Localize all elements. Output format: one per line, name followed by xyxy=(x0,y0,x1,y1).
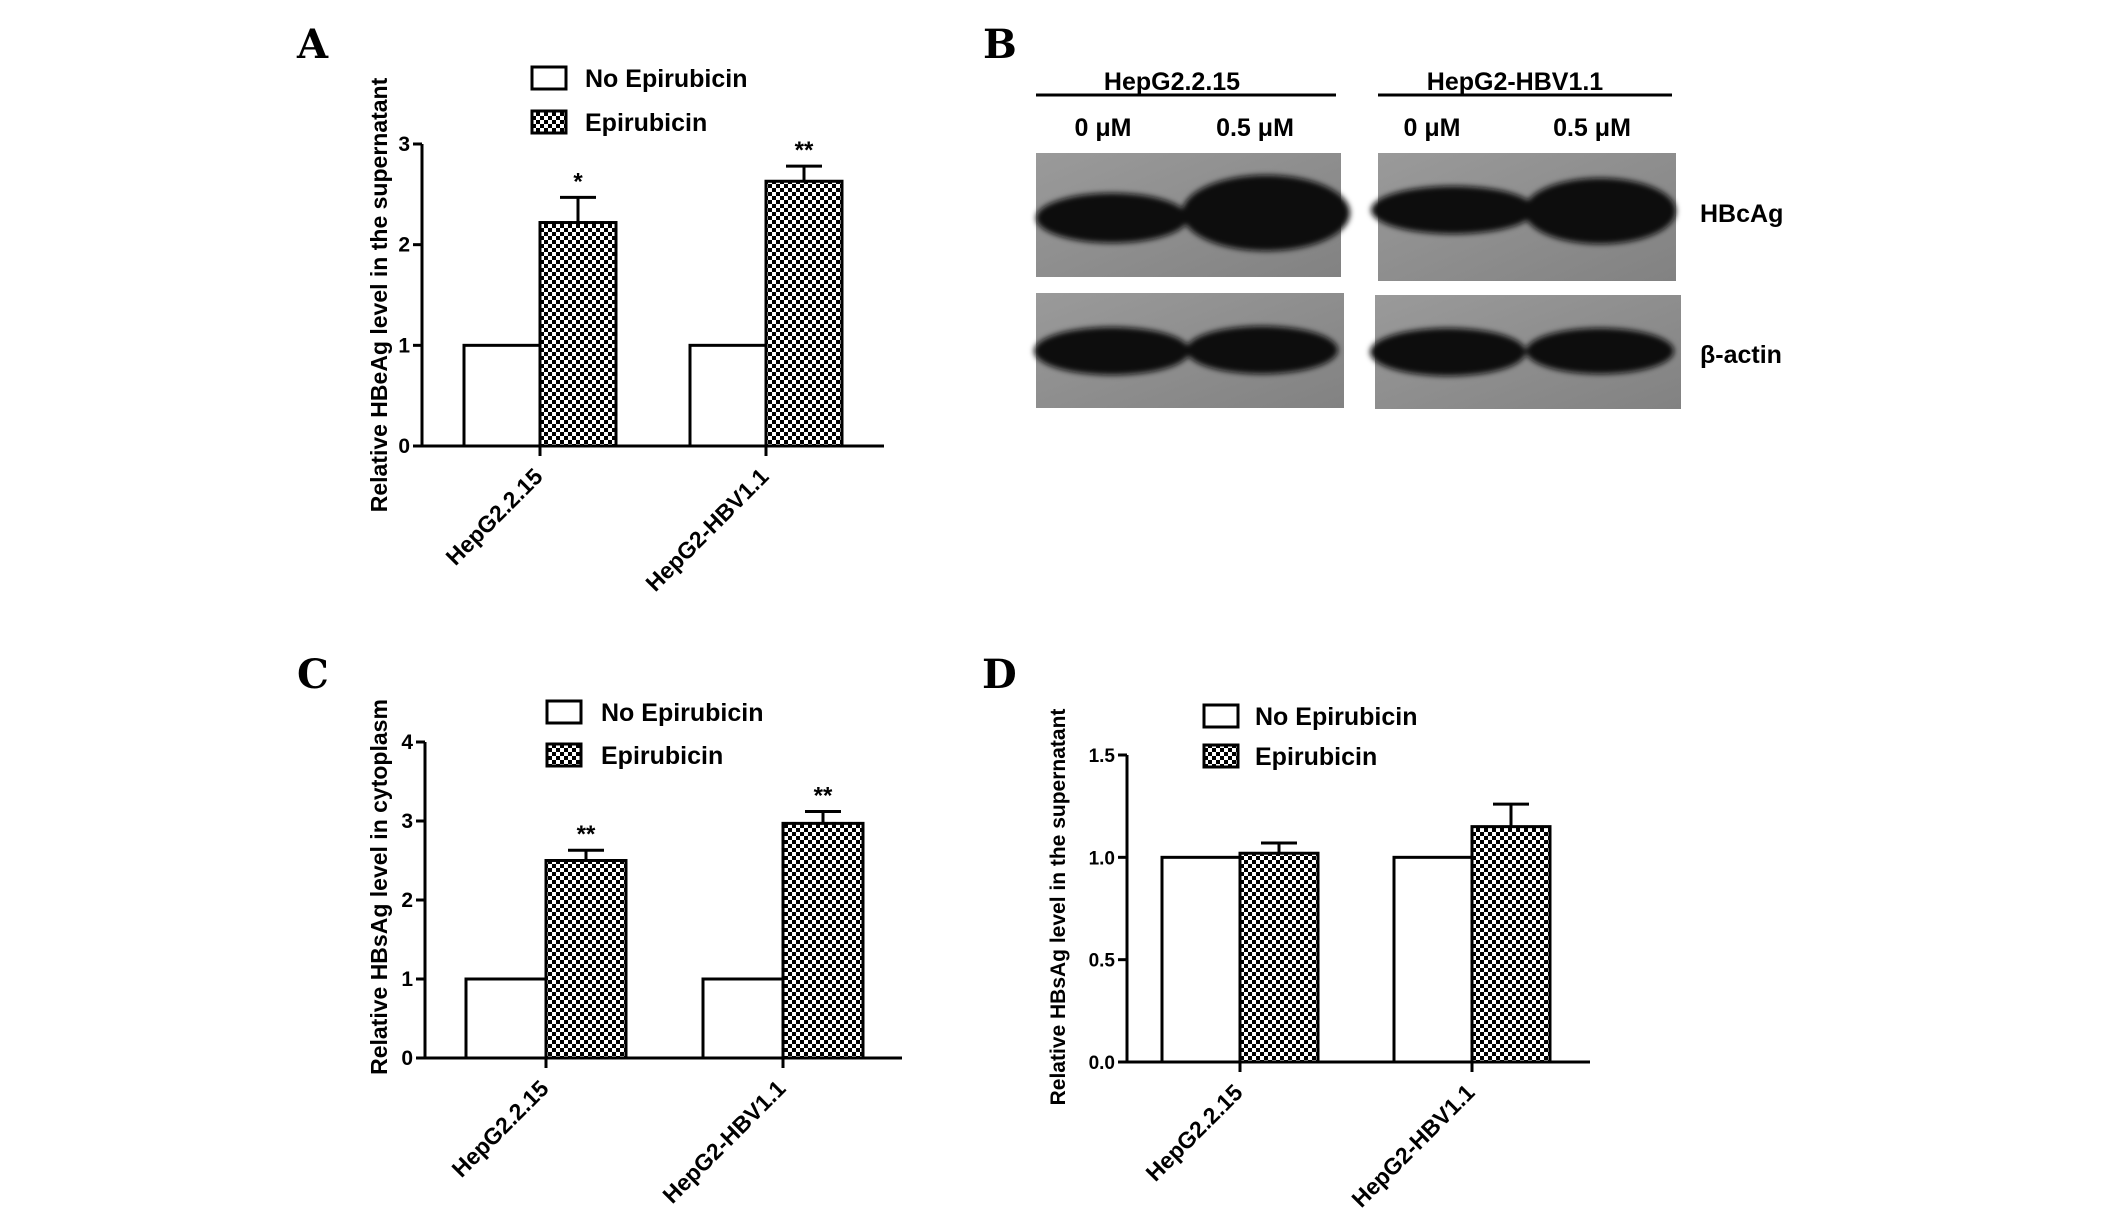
bar-no-epirubicin xyxy=(462,343,542,448)
blot-band xyxy=(1370,328,1526,376)
y-tick-label: 2 xyxy=(398,234,410,257)
blot-cell-line-label: HepG2-HBV1.1 xyxy=(1427,68,1604,96)
western-blot: HepG2.2.15 HepG2-HBV1.1 0 μM 0.5 μM 0 μM… xyxy=(1034,68,1783,409)
x-category-label: HepG2.2.15 xyxy=(1141,1079,1248,1186)
bar-epirubicin xyxy=(1470,825,1552,1064)
y-tick-label: 0 xyxy=(401,1047,413,1070)
y-tick-label: 4 xyxy=(401,731,413,754)
blot-lane-label: 0.5 μM xyxy=(1553,114,1631,142)
y-tick-label: 1 xyxy=(398,334,410,357)
significance-marker: ** xyxy=(795,137,814,164)
legend-swatch-epirubicin xyxy=(545,742,583,768)
blot-band xyxy=(1371,186,1535,234)
bar-no-epirubicin xyxy=(464,977,548,1060)
bar-no-epirubicin xyxy=(1160,855,1242,1064)
y-tick-label: 3 xyxy=(401,810,413,833)
blot-band xyxy=(1034,327,1190,375)
y-axis-label: Relative HBsAg level in cytoplasm xyxy=(366,699,392,1075)
bar-no-epirubicin xyxy=(701,977,785,1060)
blot-band xyxy=(1186,326,1338,374)
bar-epirubicin xyxy=(544,859,628,1060)
blot-lane-label: 0 μM xyxy=(1075,114,1132,142)
blot-cell-line-label: HepG2.2.15 xyxy=(1104,68,1240,96)
y-axis-label: Relative HBsAg level in the supernatant xyxy=(1047,709,1070,1106)
legend-label-epirubicin: Epirubicin xyxy=(585,109,707,137)
legend-swatch-epirubicin xyxy=(530,109,568,135)
blot-band xyxy=(1526,328,1674,374)
legend-swatch-no-epirubicin xyxy=(545,699,583,725)
legend-label-no-epirubicin: No Epirubicin xyxy=(585,65,748,93)
chart-c: Relative HBsAg level in cytoplasm 0 1 2 3 4 **… xyxy=(366,699,902,1208)
y-axis-label: Relative HBeAg level in the supernatant xyxy=(366,77,392,512)
blot-band xyxy=(1036,193,1188,243)
y-tick-label: 1.0 xyxy=(1089,848,1115,869)
bar-no-epirubicin xyxy=(688,343,768,448)
blot-row-label-hbcag: HBcAg xyxy=(1700,200,1783,228)
legend-label-no-epirubicin: No Epirubicin xyxy=(601,699,764,727)
panel-letter-d: D xyxy=(982,651,1017,698)
significance-marker: ** xyxy=(577,821,596,848)
panel-letter-b: B xyxy=(983,21,1017,68)
y-tick-label: 0.0 xyxy=(1089,1053,1115,1074)
y-tick-label: 2 xyxy=(401,889,413,912)
bar-epirubicin xyxy=(781,821,865,1060)
blot-band xyxy=(1182,175,1350,251)
panel-letter-a: A xyxy=(296,21,329,68)
legend-swatch-no-epirubicin xyxy=(1202,703,1240,729)
y-tick-label: 3 xyxy=(398,133,410,156)
x-category-label: HepG2-HBV1.1 xyxy=(657,1075,790,1208)
blot-band xyxy=(1524,178,1676,244)
chart-a: Relative HBeAg level in the supernatant 0… xyxy=(366,65,884,596)
x-category-label: HepG2-HBV1.1 xyxy=(1346,1079,1479,1212)
x-category-label: HepG2-HBV1.1 xyxy=(640,463,773,596)
y-tick-label: 1 xyxy=(401,968,413,991)
bar-epirubicin xyxy=(538,221,618,448)
bar-epirubicin xyxy=(764,179,844,448)
bar-no-epirubicin xyxy=(1392,855,1474,1064)
x-category-label: HepG2.2.15 xyxy=(441,463,548,570)
blot-lane-label: 0 μM xyxy=(1404,114,1461,142)
y-tick-label: 0.5 xyxy=(1089,951,1116,972)
y-tick-label: 1.5 xyxy=(1089,746,1116,767)
blot-lane-label: 0.5 μM xyxy=(1216,114,1294,142)
blot-row-label-beta-actin: β-actin xyxy=(1700,341,1782,369)
legend-swatch-no-epirubicin xyxy=(530,65,568,91)
chart-d: Relative HBsAg level in the supernatant 0… xyxy=(1047,703,1590,1212)
significance-marker: * xyxy=(573,168,583,195)
bar-epirubicin xyxy=(1238,851,1320,1064)
y-tick-label: 0 xyxy=(398,435,410,458)
legend-swatch-epirubicin xyxy=(1202,743,1240,769)
significance-marker: ** xyxy=(814,783,833,810)
legend-label-epirubicin: Epirubicin xyxy=(1255,743,1377,771)
panel-letter-c: C xyxy=(297,651,329,698)
legend-label-epirubicin: Epirubicin xyxy=(601,742,723,770)
legend-label-no-epirubicin: No Epirubicin xyxy=(1255,703,1418,731)
x-category-label: HepG2.2.15 xyxy=(447,1075,554,1182)
